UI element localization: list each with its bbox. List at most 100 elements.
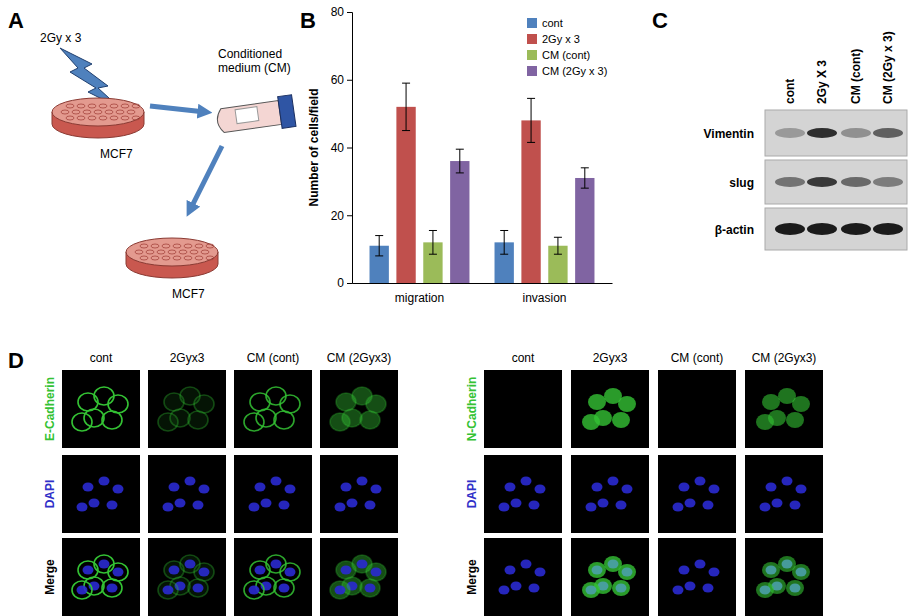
micrograph-bg [148, 538, 226, 616]
nucleus [357, 560, 368, 569]
cell-dot [140, 256, 148, 260]
micrograph [484, 455, 562, 533]
nucleus [766, 566, 777, 575]
cytoplasm-stain [786, 580, 804, 596]
micrograph-bg [484, 455, 562, 533]
blot-strip [765, 208, 907, 250]
nucleus [586, 503, 597, 512]
error-bar [500, 230, 508, 254]
y-tick-mark [347, 148, 352, 149]
error-cap [527, 98, 535, 99]
nucleus [703, 584, 714, 593]
panel-a: 2Gy x 3MCF7Conditionedmedium (CM)MCF7 [40, 31, 296, 301]
cell-dot [173, 256, 181, 260]
blot-band [841, 128, 871, 138]
nucleus [505, 483, 516, 492]
cell-dot [151, 256, 159, 260]
nucleus [796, 568, 807, 577]
micrograph [571, 538, 649, 616]
column-header: CM (cont) [247, 351, 300, 365]
x-tick-label: invasion [522, 291, 566, 305]
nucleus [83, 566, 94, 575]
nucleus [279, 584, 290, 593]
nucleus [709, 568, 720, 577]
micrograph [62, 455, 140, 533]
blot-strip [765, 160, 907, 204]
y-axis: 020406080 [331, 5, 353, 290]
blot-band [873, 128, 903, 138]
micrograph [62, 538, 140, 616]
cell-dot [190, 250, 198, 254]
micrograph [658, 455, 736, 533]
nucleus [365, 584, 376, 593]
cell-dot [206, 256, 214, 260]
membrane-stain [72, 581, 92, 599]
micrograph [148, 455, 226, 533]
nucleus [89, 499, 100, 508]
nucleus [249, 503, 260, 512]
error-cap [429, 254, 437, 255]
bar [396, 107, 415, 283]
blot-strip [765, 110, 907, 156]
bar [450, 161, 469, 283]
nucleus [341, 483, 352, 492]
membrane-stain [360, 579, 380, 597]
membrane-stain [360, 411, 380, 429]
lane-label: CM (cont) [849, 49, 863, 104]
micrograph [234, 370, 312, 448]
cytoplasm-stain [792, 564, 810, 580]
bar [521, 120, 540, 283]
membrane-stain [188, 411, 208, 429]
micrograph [148, 538, 226, 616]
micrograph [320, 538, 398, 616]
nucleus [185, 477, 196, 486]
micrograph-bg [62, 455, 140, 533]
error-cap [402, 83, 410, 84]
lane-label: cont [783, 79, 797, 104]
micrograph [745, 538, 823, 616]
nucleus [685, 499, 696, 508]
cell-label: MCF7 [100, 147, 133, 161]
micrograph [234, 538, 312, 616]
y-axis-line [347, 13, 353, 284]
membrane-stain [330, 413, 350, 431]
error-stem [459, 149, 460, 173]
cell-dot [121, 116, 129, 120]
lane-label: CM (2Gy x 3) [881, 31, 895, 104]
x-tick: invasion [522, 283, 566, 305]
nucleus [199, 485, 210, 494]
nucleus [790, 584, 801, 593]
figure: ABCD2Gy x 3MCF7Conditionedmedium (CM)MCF… [0, 0, 916, 616]
micrograph-bg [234, 370, 312, 448]
error-cap [456, 172, 464, 173]
nucleus [598, 499, 609, 508]
error-bar [554, 237, 562, 254]
blot-band [775, 177, 805, 187]
cell-dot [105, 110, 113, 114]
micrograph [320, 370, 398, 448]
nucleus [505, 566, 516, 575]
row-label: slug [729, 176, 754, 190]
row-label: DAPI [465, 480, 479, 509]
cell-dot [110, 116, 118, 120]
nucleus [249, 586, 260, 595]
tube [215, 95, 296, 137]
cytoplasm-stain [792, 396, 810, 412]
cytoplasm-stain [756, 582, 774, 598]
nucleus [535, 485, 546, 494]
nucleus [365, 501, 376, 510]
nucleus [673, 503, 684, 512]
nucleus [499, 503, 510, 512]
error-stem [432, 230, 433, 254]
x-axis: migrationinvasion [353, 283, 613, 305]
cell-dot [173, 244, 181, 248]
tube-label [235, 107, 259, 124]
blot-band [873, 223, 903, 235]
nucleus [766, 483, 777, 492]
nucleus [511, 582, 522, 591]
membrane-stain [102, 579, 122, 597]
panel-c: cont2Gy X 3CM (cont)CM (2Gy x 3)Vimentin… [704, 31, 907, 250]
error-cap [375, 255, 383, 256]
error-cap [429, 230, 437, 231]
membrane-stain [158, 581, 178, 599]
